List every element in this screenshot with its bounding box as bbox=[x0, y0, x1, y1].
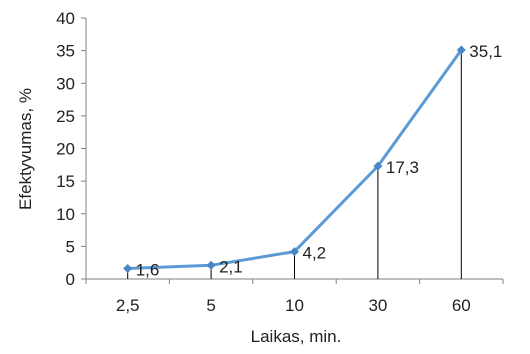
x-tick-label: 5 bbox=[206, 296, 215, 315]
y-tick-label: 15 bbox=[56, 172, 75, 191]
y-tick-label: 0 bbox=[66, 270, 75, 289]
y-tick-label: 25 bbox=[56, 107, 75, 126]
data-label: 35,1 bbox=[469, 42, 502, 61]
x-tick-label: 2,5 bbox=[116, 296, 140, 315]
x-tick-label: 30 bbox=[368, 296, 387, 315]
x-axis: 2,5 5 10 30 60 bbox=[85, 278, 504, 315]
x-tick-label: 60 bbox=[452, 296, 471, 315]
y-tick-label: 10 bbox=[56, 205, 75, 224]
data-label: 4,2 bbox=[303, 244, 327, 263]
data-labels: 1,6 2,1 4,2 17,3 35,1 bbox=[136, 42, 503, 280]
series bbox=[123, 45, 466, 274]
y-tick-label: 35 bbox=[56, 42, 75, 61]
y-tick-label: 40 bbox=[56, 9, 75, 28]
data-point bbox=[373, 161, 383, 171]
x-axis-title: Laikas, min. bbox=[251, 327, 342, 346]
data-point bbox=[290, 247, 299, 257]
data-label: 17,3 bbox=[386, 158, 419, 177]
x-tick-label: 10 bbox=[285, 296, 304, 315]
y-tick-label: 30 bbox=[56, 74, 75, 93]
data-label: 1,6 bbox=[136, 261, 160, 280]
y-axis-title: Efektyvumas, % bbox=[16, 88, 35, 210]
y-axis: 0 5 10 15 20 25 30 35 40 bbox=[56, 9, 87, 289]
data-label: 2,1 bbox=[219, 257, 243, 276]
data-point bbox=[456, 45, 466, 55]
y-tick-label: 5 bbox=[66, 237, 75, 256]
data-point bbox=[123, 264, 133, 274]
data-point bbox=[206, 260, 216, 270]
y-tick-label: 20 bbox=[56, 140, 75, 159]
